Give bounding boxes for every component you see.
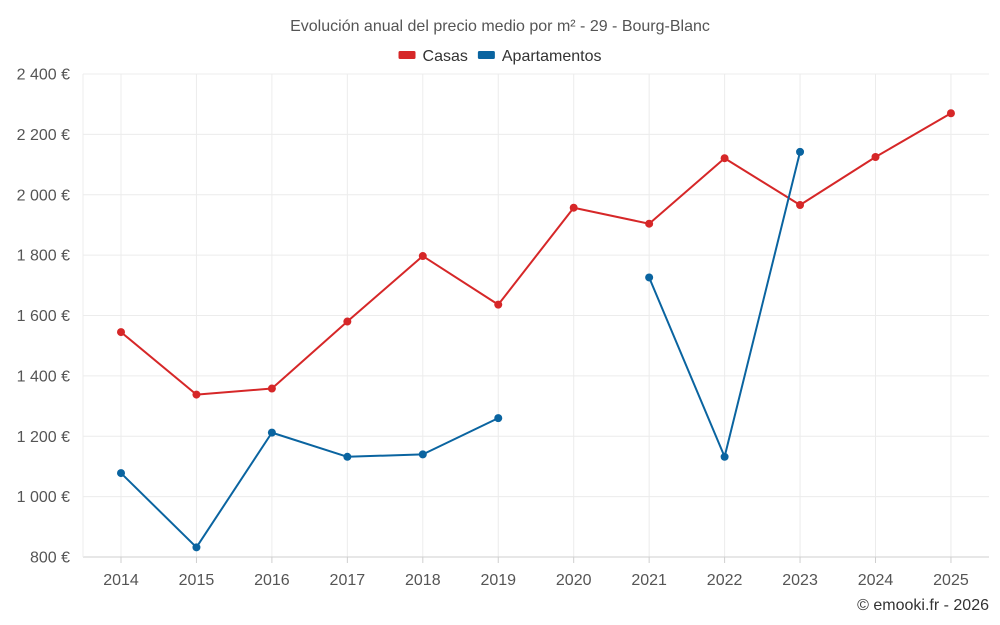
copyright-text: © emooki.fr - 2026 bbox=[857, 597, 989, 614]
data-point[interactable] bbox=[343, 452, 352, 461]
x-tick-label: 2020 bbox=[556, 572, 592, 589]
legend-item-apartamentos[interactable]: Apartamentos bbox=[477, 48, 602, 65]
x-tick-label: 2014 bbox=[103, 572, 139, 589]
data-point[interactable] bbox=[267, 384, 276, 393]
y-tick-label: 1 800 € bbox=[17, 248, 70, 265]
data-point[interactable] bbox=[494, 414, 503, 423]
y-tick-label: 1 200 € bbox=[17, 429, 70, 446]
data-point[interactable] bbox=[720, 154, 729, 163]
data-point[interactable] bbox=[117, 469, 125, 478]
x-tick-label: 2015 bbox=[179, 572, 215, 589]
y-tick-label: 1 600 € bbox=[17, 308, 70, 325]
legend-label: Apartamentos bbox=[502, 48, 602, 65]
series-line bbox=[120, 417, 499, 549]
data-point[interactable] bbox=[192, 543, 201, 552]
legend-swatch bbox=[477, 51, 495, 59]
y-tick-label: 2 200 € bbox=[17, 127, 70, 144]
chart-title: Evolución anual del precio medio por m² … bbox=[290, 18, 710, 35]
data-point[interactable] bbox=[796, 147, 805, 156]
legend-swatch bbox=[398, 51, 416, 59]
x-tick-label: 2024 bbox=[858, 572, 894, 589]
data-point[interactable] bbox=[192, 390, 201, 399]
x-tick-label: 2022 bbox=[707, 572, 743, 589]
series-layer bbox=[117, 109, 955, 552]
data-point[interactable] bbox=[645, 219, 654, 228]
y-tick-label: 1 400 € bbox=[17, 368, 70, 385]
data-point[interactable] bbox=[946, 109, 955, 118]
data-point[interactable] bbox=[569, 203, 578, 212]
y-tick-label: 2 000 € bbox=[17, 187, 70, 204]
data-point[interactable] bbox=[796, 201, 805, 210]
grid bbox=[83, 73, 989, 557]
x-tick-label: 2019 bbox=[480, 572, 516, 589]
axes: 800 € 1 000 € 1 200 € 1 400 € 1 600 € 1 800 €… bbox=[17, 67, 989, 589]
x-tick-label: 2025 bbox=[933, 572, 969, 589]
y-tick-label: 2 400 € bbox=[17, 67, 70, 84]
data-point[interactable] bbox=[418, 252, 427, 261]
data-point[interactable] bbox=[494, 300, 503, 309]
data-point[interactable] bbox=[871, 153, 880, 162]
x-tick-label: 2023 bbox=[782, 572, 818, 589]
y-tick-label: 1 000 € bbox=[17, 489, 70, 506]
y-tick-label: 800 € bbox=[30, 550, 70, 567]
series-line bbox=[120, 112, 952, 396]
data-point[interactable] bbox=[267, 428, 276, 437]
legend-item-casas[interactable]: Casas bbox=[398, 48, 468, 65]
legend: Casas Apartamentos bbox=[398, 48, 602, 65]
x-tick-label: 2018 bbox=[405, 572, 441, 589]
x-tick-label: 2021 bbox=[631, 572, 667, 589]
data-point[interactable] bbox=[645, 273, 654, 282]
data-point[interactable] bbox=[343, 317, 352, 326]
series-casas bbox=[117, 109, 955, 399]
data-point[interactable] bbox=[418, 450, 427, 459]
series-apartamentos bbox=[117, 147, 805, 552]
data-point[interactable] bbox=[117, 328, 125, 337]
legend-label: Casas bbox=[423, 48, 468, 65]
data-point[interactable] bbox=[720, 452, 729, 461]
x-tick-label: 2017 bbox=[330, 572, 366, 589]
x-tick-label: 2016 bbox=[254, 572, 290, 589]
